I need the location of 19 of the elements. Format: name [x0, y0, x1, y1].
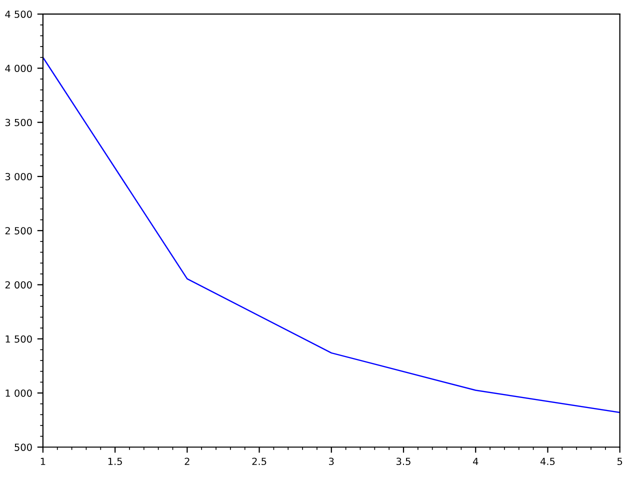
- y-tick-label: 1 000: [6, 389, 32, 397]
- y-tick-label: 4 500: [5, 10, 32, 18]
- y-tick-label: 3 500: [5, 118, 32, 126]
- x-tick-label: 1.5: [108, 458, 122, 466]
- x-tick-label: 4.5: [540, 458, 555, 466]
- y-tick-label: 2 500: [5, 227, 32, 234]
- x-tick-label: 5: [618, 458, 622, 466]
- x-tick-label: 2.5: [252, 458, 266, 466]
- x-tick-label: 4: [473, 458, 478, 465]
- y-tick-label: 4 000: [5, 64, 32, 72]
- y-tick-label: 500: [14, 444, 32, 451]
- x-tick-label: 3: [329, 458, 334, 466]
- y-tick-label: 2 000: [5, 281, 32, 289]
- y-tick-label: 3 000: [5, 172, 32, 180]
- line-series: [42, 56, 620, 414]
- x-tick-label: 1: [40, 458, 46, 465]
- x-tick-label: 2: [184, 458, 190, 465]
- x-tick-label: 3.5: [396, 458, 410, 466]
- y-tick-label: 1 500: [6, 335, 32, 343]
